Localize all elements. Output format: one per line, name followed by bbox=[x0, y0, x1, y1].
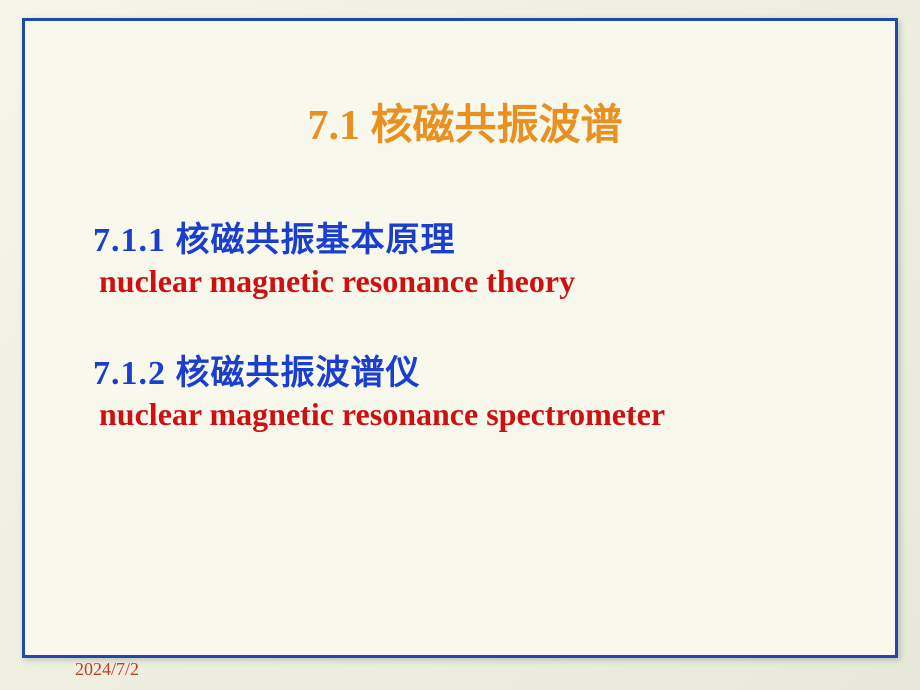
section-1-heading: 7.1.1 核磁共振基本原理 bbox=[93, 212, 855, 261]
slide-outer-frame: 7.1 核磁共振波谱 7.1.1 核磁共振基本原理 nuclear magnet… bbox=[0, 0, 920, 690]
section-1-subtitle: nuclear magnetic resonance theory bbox=[99, 263, 855, 300]
section-2: 7.1.2 核磁共振波谱仪 nuclear magnetic resonance… bbox=[93, 345, 855, 433]
slide-title: 7.1 核磁共振波谱 bbox=[75, 91, 855, 152]
slide-inner-frame: 7.1 核磁共振波谱 7.1.1 核磁共振基本原理 nuclear magnet… bbox=[22, 18, 898, 658]
section-1: 7.1.1 核磁共振基本原理 nuclear magnetic resonanc… bbox=[93, 212, 855, 300]
section-2-subtitle: nuclear magnetic resonance spectrometer bbox=[99, 396, 855, 433]
section-2-heading: 7.1.2 核磁共振波谱仪 bbox=[93, 345, 855, 394]
footer-date: 2024/7/2 bbox=[75, 659, 139, 680]
